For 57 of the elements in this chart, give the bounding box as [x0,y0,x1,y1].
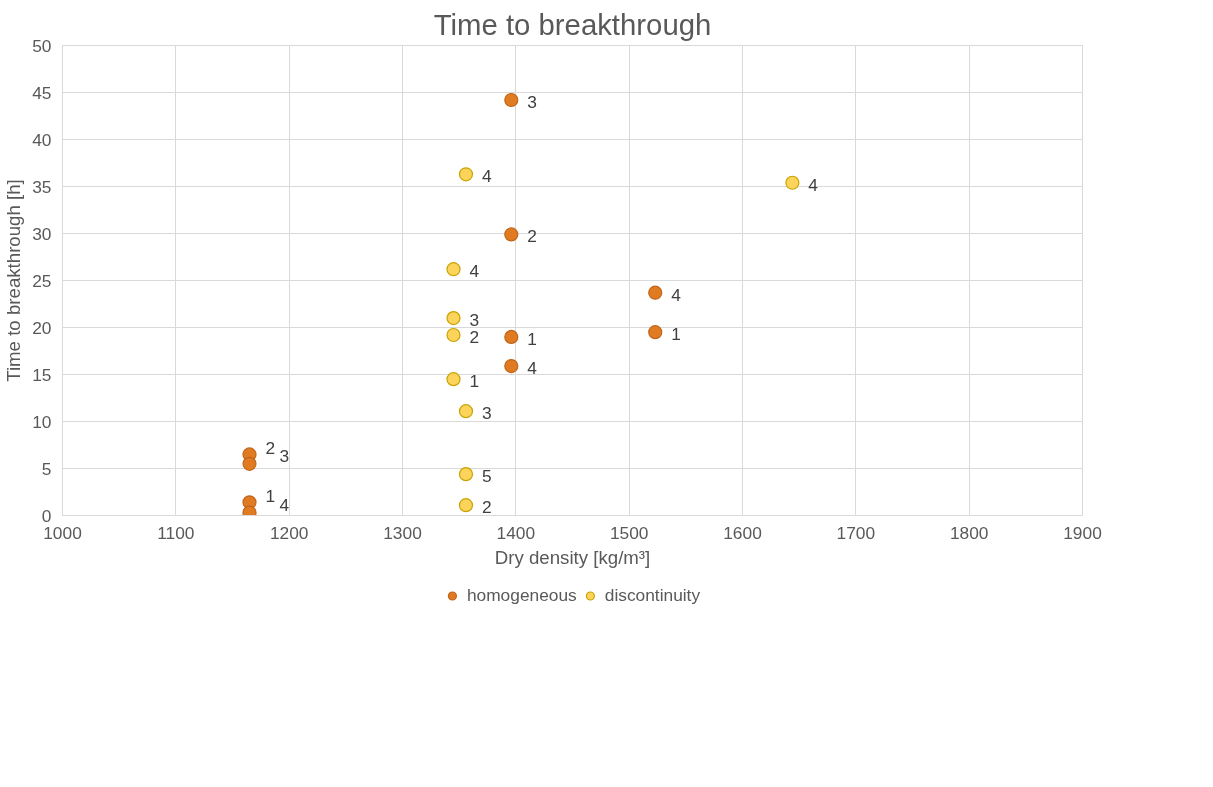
x-tick-label: 1200 [269,522,309,543]
point [785,175,800,190]
annotation: 4 [671,284,682,305]
point [458,498,474,513]
y-tick-label: 40 [32,129,52,150]
y-axis-title: Time to breakthrough [h] [3,179,25,382]
point [504,329,519,344]
point [458,467,474,482]
y-tick-label: 25 [32,270,52,291]
annotation: 1 [671,324,681,345]
annotation: 2 [265,438,276,459]
point [446,327,461,343]
y-tick-label: 20 [32,317,52,338]
annotation: 1 [527,328,537,349]
annotation: 3 [481,403,492,424]
x-tick-label: 1300 [383,522,422,543]
annotation: 1 [265,486,276,507]
legend-label: homogeneous [466,584,577,606]
point [446,311,461,326]
point [458,404,474,419]
point [504,92,519,108]
x-tick-label: 1600 [723,522,762,543]
point [648,285,663,300]
x-tick-label: 1900 [1063,522,1102,543]
x-tick-label: 1100 [157,522,195,543]
point [648,325,663,340]
annotation: 3 [279,445,290,466]
annotation: 4 [469,261,480,282]
annotation: 4 [808,174,819,195]
point [446,262,461,277]
y-tick-label: 30 [32,223,52,244]
annotation: 2 [527,226,537,247]
point [504,227,519,242]
point [242,456,257,471]
y-tick-label: 15 [32,364,52,385]
annotation: 3 [527,92,537,113]
y-tick-label: 45 [32,82,52,103]
annotation: 5 [481,466,492,487]
y-tick-label: 10 [32,411,52,432]
x-tick-label: 1400 [496,522,536,543]
legend-label: discontinuity [604,584,701,606]
chart-title: Time to breakthrough [433,7,712,41]
annotation: 1 [469,371,480,392]
annotation: 4 [527,358,538,379]
annotation: 4 [481,166,492,187]
x-axis-title: Dry density [kg/m³] [494,546,651,568]
point [446,372,461,387]
x-tick-label: 1700 [836,522,876,543]
y-tick-label: 50 [32,35,52,56]
point [504,358,519,374]
y-tick-label: 5 [41,458,52,479]
x-tick-label: 1800 [949,522,989,543]
annotation: 4 [279,494,290,515]
x-tick-label: 1500 [609,522,649,543]
annotation: 2 [481,497,492,518]
point [458,167,474,182]
y-tick-label: 35 [32,176,52,197]
